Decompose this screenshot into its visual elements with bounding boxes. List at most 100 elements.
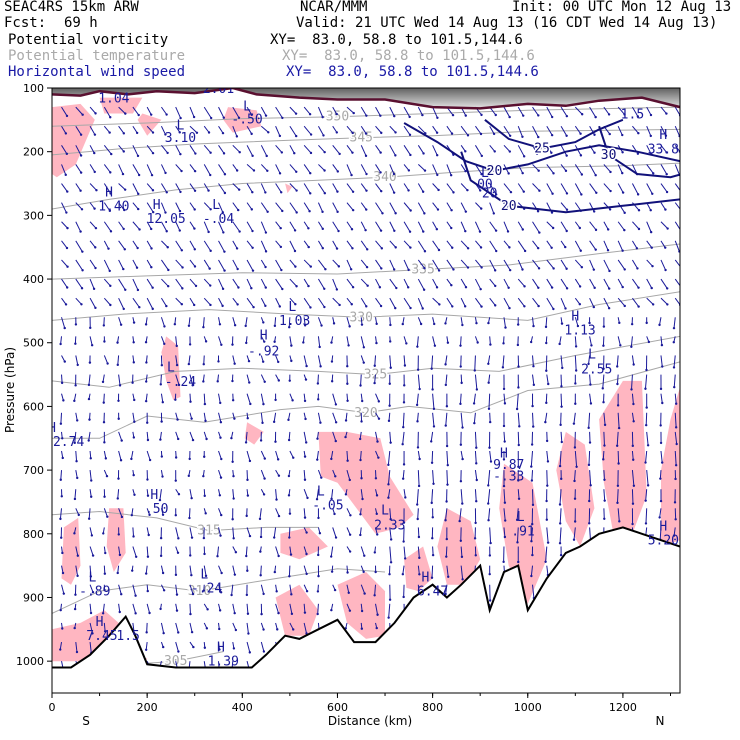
wind-vector: [317, 336, 321, 348]
annotation-41: H: [659, 520, 667, 535]
wind-vector: [346, 259, 352, 270]
wind-vector: [260, 221, 267, 233]
wind-vector: [246, 240, 254, 249]
wind-vector: [516, 527, 519, 543]
wind-vector-head: [450, 226, 453, 230]
wind-vector-head: [161, 401, 164, 404]
annotation-31: 9.87: [493, 458, 524, 473]
wind-vector: [303, 144, 312, 154]
wind-vector: [432, 297, 440, 305]
wind-vector-head: [159, 438, 162, 441]
wind-vector: [289, 106, 297, 114]
wind-vector-head: [380, 189, 383, 193]
wind-vector-head: [479, 189, 482, 192]
wind-vector: [346, 202, 354, 211]
wind-vector-head: [237, 188, 241, 191]
wind-vector: [317, 221, 324, 230]
annotation-23: 1.13: [564, 323, 595, 338]
wind-vector: [674, 221, 680, 231]
wind-vector-head: [73, 497, 77, 501]
wind-vector-head: [179, 190, 182, 194]
wind-vector-head: [288, 512, 292, 515]
wind-vector-head: [644, 423, 648, 427]
wind-vector: [503, 527, 506, 538]
wind-vector-head: [646, 444, 650, 447]
wind-vector-head: [223, 191, 227, 195]
wind-vector-head: [294, 134, 298, 138]
wind-vector-head: [273, 340, 276, 343]
annotation-18: L: [288, 300, 296, 315]
wind-vector: [574, 278, 581, 287]
wind-vector-head: [89, 611, 93, 615]
wind-vector-head: [460, 555, 464, 559]
wind-vector: [403, 278, 409, 288]
wind-vector-head: [180, 169, 183, 173]
wind-vector-head: [480, 266, 483, 269]
wind-vector-head: [204, 512, 207, 515]
wind-vector-head: [344, 419, 348, 422]
wind-vector: [89, 489, 92, 497]
wind-vector-head: [431, 388, 434, 391]
wind-vector-head: [537, 286, 540, 289]
wind-vector-head: [375, 626, 378, 630]
wind-vector: [574, 240, 582, 251]
wind-vector-head: [204, 340, 208, 343]
wind-vector: [375, 164, 381, 173]
tropopause-line: [52, 88, 680, 110]
wind-vector-head: [488, 446, 491, 449]
wind-vector-head: [279, 226, 282, 230]
wind-vector-head: [617, 462, 620, 465]
wind-vector-head: [537, 267, 541, 270]
wind-vector: [175, 622, 179, 633]
wind-vector-head: [421, 113, 424, 117]
wind-vector-head: [193, 248, 196, 251]
wind-vector-head: [288, 536, 291, 539]
wind-vector-head: [333, 512, 336, 516]
wind-vector: [460, 489, 463, 504]
wind-vector: [631, 355, 635, 365]
annotation-51: 1.5: [116, 629, 139, 644]
wind-vector: [218, 297, 224, 307]
wind-vector: [317, 355, 322, 367]
wind-vector: [203, 412, 207, 421]
wind-vector: [303, 278, 309, 287]
wind-vector-head: [76, 554, 80, 557]
wind-vector-head: [445, 555, 448, 558]
wind-vector-head: [479, 246, 483, 249]
wind-vector-head: [359, 533, 362, 537]
wind-vector: [603, 106, 610, 115]
wind-vector: [89, 240, 96, 248]
wind-vector: [516, 508, 519, 520]
wind-vector-head: [203, 552, 206, 556]
wind-vector-head: [61, 456, 64, 460]
wind-vector-head: [451, 113, 455, 117]
wind-vector: [517, 221, 524, 230]
wind-vector: [303, 106, 311, 115]
wind-vector: [546, 183, 554, 194]
wind-vector: [460, 565, 464, 580]
wind-vector-head: [621, 285, 624, 289]
wind-vector-head: [330, 608, 333, 612]
wind-vector: [546, 374, 549, 385]
wind-vector-head: [532, 383, 536, 387]
wind-vector-head: [560, 477, 563, 481]
wind-vector-head: [615, 444, 619, 447]
wind-vector-head: [623, 228, 626, 232]
wind-vector-head: [522, 114, 525, 117]
wind-vector: [160, 565, 164, 574]
wind-vector-head: [116, 571, 119, 575]
wind-vector: [132, 259, 138, 268]
wind-vector-head: [351, 151, 354, 154]
wind-vector: [203, 259, 211, 269]
wind-vector-head: [61, 571, 65, 575]
wind-vector: [417, 202, 425, 214]
wind-vector-head: [290, 359, 293, 363]
theta-label-340: 340: [373, 170, 396, 185]
wind-vector-head: [346, 365, 349, 368]
wind-vector-head: [60, 536, 63, 539]
wind-vector: [160, 221, 168, 232]
wind-vector-head: [436, 173, 439, 177]
wind-vector: [232, 240, 238, 249]
wind-vector: [118, 106, 126, 114]
wind-vector: [589, 240, 597, 250]
